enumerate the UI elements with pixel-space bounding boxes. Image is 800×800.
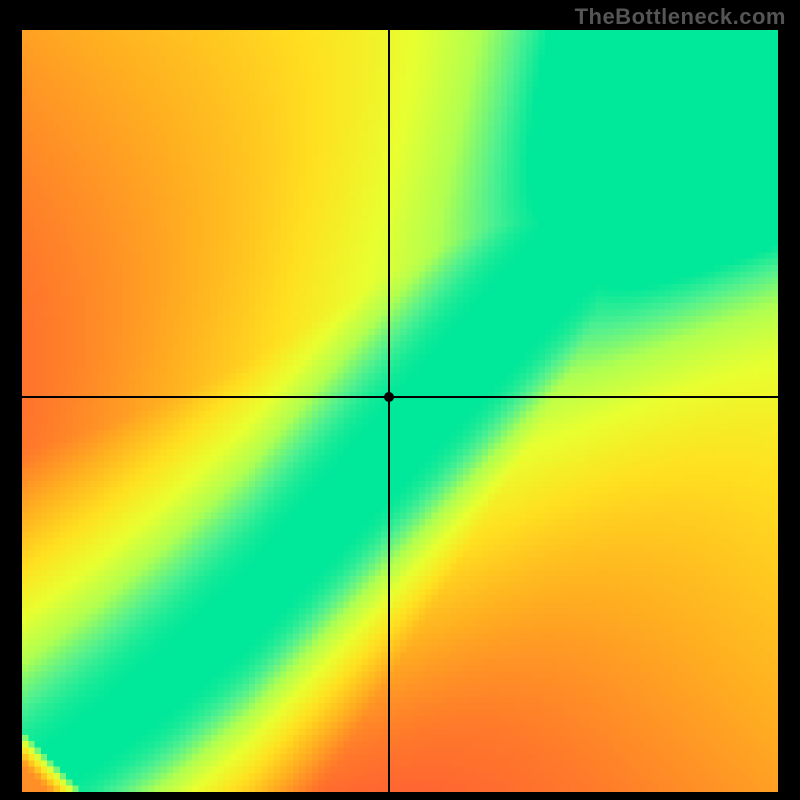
watermark-text: TheBottleneck.com	[575, 4, 786, 30]
crosshair-horizontal	[22, 396, 778, 398]
crosshair-vertical	[388, 30, 390, 792]
heatmap-canvas	[22, 30, 778, 792]
crosshair-dot	[384, 392, 394, 402]
chart-container: TheBottleneck.com	[0, 0, 800, 800]
